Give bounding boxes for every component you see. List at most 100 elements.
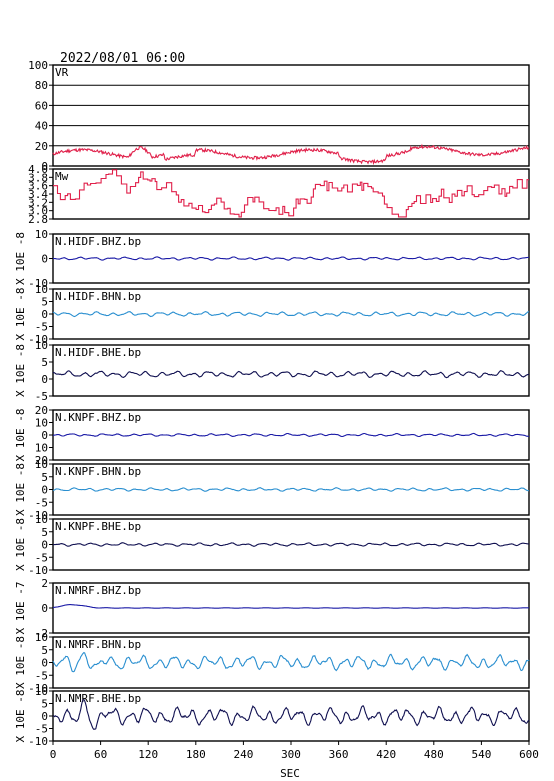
y-tick-label: 5 bbox=[41, 698, 48, 711]
y-tick-label: 3.0 bbox=[28, 205, 48, 218]
y-tick-label: 10 bbox=[35, 417, 48, 430]
data-series-line bbox=[52, 310, 529, 318]
y-tick-label: 10 bbox=[35, 458, 48, 471]
y-axis-label: X 10E -8 bbox=[14, 288, 27, 341]
panel-5: 10 5 0 -5 N.HIDF.BHE.bp X 10E -8 bbox=[14, 339, 530, 403]
y-tick-label: -10 bbox=[28, 277, 48, 290]
y-tick-label: -5 bbox=[35, 321, 48, 334]
y-tick-label: 20 bbox=[35, 454, 48, 467]
y-tick-label: 0 bbox=[41, 484, 48, 497]
y-axis-label: X 10E -7 bbox=[14, 582, 27, 635]
y-tick-label: -5 bbox=[35, 496, 48, 509]
y-tick-label: 0 bbox=[41, 160, 48, 173]
x-tick-label: 120 bbox=[138, 748, 158, 761]
x-axis-label: SEC bbox=[280, 767, 300, 780]
data-series-line bbox=[52, 432, 530, 438]
y-tick-label: -10 bbox=[28, 735, 48, 748]
x-tick-label: 180 bbox=[186, 748, 206, 761]
y-tick-label: 10 bbox=[35, 513, 48, 526]
y-tick-label: -5 bbox=[35, 669, 48, 682]
y-tick-label: 20 bbox=[35, 404, 48, 417]
y-tick-label: 0 bbox=[41, 373, 48, 386]
panel-label: Mw bbox=[55, 170, 69, 183]
x-tick-label: 60 bbox=[94, 748, 107, 761]
y-tick-label: 0 bbox=[41, 657, 48, 670]
panel-label: VR bbox=[55, 66, 69, 79]
x-tick-label: 540 bbox=[471, 748, 491, 761]
y-tick-label: 3.2 bbox=[28, 196, 48, 209]
panel-label: N.KNPF.BHZ.bp bbox=[55, 411, 141, 424]
y-tick-label: 40 bbox=[35, 120, 48, 133]
data-series-line bbox=[52, 143, 530, 166]
y-tick-label: 0 bbox=[41, 710, 48, 723]
panel-9: 2 0 -2 N.NMRF.BHZ.bp X 10E -7 bbox=[14, 577, 530, 640]
data-series-line bbox=[52, 487, 529, 492]
y-tick-label: -10 bbox=[28, 682, 48, 695]
y-tick-label: 5 bbox=[41, 356, 48, 369]
y-tick-label: 5 bbox=[41, 471, 48, 484]
x-tick-label: 360 bbox=[329, 748, 349, 761]
y-tick-label: 10 bbox=[35, 339, 48, 352]
panel-label: N.KNPF.BHE.bp bbox=[55, 520, 141, 533]
y-tick-label: -10 bbox=[28, 564, 48, 577]
y-tick-label: 5 bbox=[41, 296, 48, 309]
y-tick-label: 80 bbox=[35, 79, 48, 92]
y-tick-label: 100 bbox=[28, 59, 48, 72]
panel-10: 10 50-5-10 N.NMRF.BHN.bp X 10E -8 bbox=[14, 631, 530, 695]
y-tick-label: -2 bbox=[35, 627, 48, 640]
panel-label: N.HIDF.BHZ.bp bbox=[55, 235, 141, 248]
panels-group: 100806040200VR4.03.83.63.43.23.02.8Mw100… bbox=[14, 59, 530, 748]
y-tick-label: 10 bbox=[35, 442, 48, 455]
y-tick-label: 60 bbox=[35, 99, 48, 112]
timestamp-title: 2022/08/01 06:00 bbox=[60, 51, 185, 66]
x-tick-label: 0 bbox=[50, 748, 57, 761]
panel-label: N.NMRF.BHN.bp bbox=[55, 638, 141, 651]
data-series-line bbox=[52, 370, 530, 379]
y-tick-label: 0 bbox=[41, 253, 48, 266]
panel-label: N.KNPF.BHN.bp bbox=[55, 465, 141, 478]
y-tick-label: -10 bbox=[28, 333, 48, 346]
panel-label: N.HIDF.BHN.bp bbox=[55, 290, 141, 303]
data-series-line bbox=[52, 651, 530, 673]
panel-3: 10 0 -10 N.HIDF.BHZ.bp X 10E -8 bbox=[14, 228, 530, 290]
y-tick-label: -10 bbox=[28, 509, 48, 522]
panel-1: 100 80 60 40 20 0 VR bbox=[28, 59, 530, 173]
y-axis-label: X 10E -8 bbox=[14, 232, 27, 285]
y-axis-label: X 10E -8 bbox=[14, 690, 27, 743]
y-tick-label: 3.4 bbox=[28, 188, 48, 201]
x-tick-label: 420 bbox=[376, 748, 396, 761]
x-tick-label: 240 bbox=[233, 748, 253, 761]
y-tick-label: 2.8 bbox=[28, 213, 48, 226]
y-tick-label: -5 bbox=[35, 723, 48, 736]
data-series-line bbox=[52, 698, 530, 730]
y-tick-label: 0 bbox=[41, 602, 48, 615]
y-axis-label: X 10E -8 bbox=[14, 518, 27, 571]
y-tick-label: 10 bbox=[35, 228, 48, 241]
y-tick-label: -5 bbox=[35, 390, 48, 403]
panel-label: N.NMRF.BHE.bp bbox=[55, 692, 141, 705]
panel-label: N.NMRF.BHZ.bp bbox=[55, 584, 141, 597]
data-series-line bbox=[52, 256, 529, 261]
y-axis-label: X 10E -8 bbox=[14, 636, 27, 689]
data-series-line bbox=[53, 169, 529, 218]
panel-frame bbox=[52, 344, 530, 397]
y-tick-label: -5 bbox=[35, 551, 48, 564]
y-tick-label: 5 bbox=[41, 526, 48, 539]
data-series-line bbox=[53, 604, 530, 609]
x-tick-label: 480 bbox=[424, 748, 444, 761]
y-tick-label: 10 bbox=[35, 283, 48, 296]
panel-2: 4.03.83.63.43.23.02.8 Mw bbox=[28, 163, 530, 226]
y-tick-label: 10 bbox=[35, 685, 48, 698]
x-tick-label: 300 bbox=[281, 748, 301, 761]
y-axis-label: X 10E -8 bbox=[14, 344, 27, 397]
panel-label: N.HIDF.BHE.bp bbox=[55, 346, 141, 359]
x-axis: 0 60 120 180 240 300 360 420 480 540 600 bbox=[50, 741, 539, 761]
y-tick-label: 5 bbox=[41, 644, 48, 657]
y-tick-label: 3.8 bbox=[28, 171, 48, 184]
